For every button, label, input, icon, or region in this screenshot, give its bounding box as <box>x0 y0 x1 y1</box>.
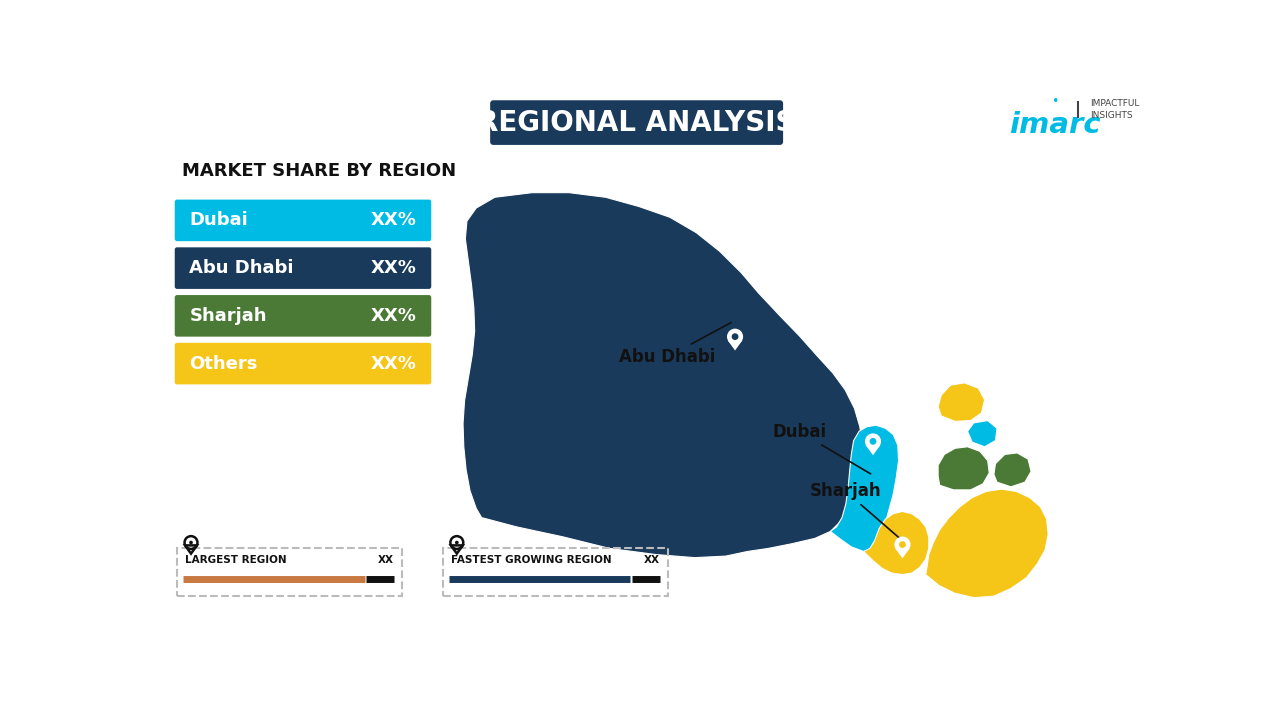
Polygon shape <box>993 453 1032 487</box>
Circle shape <box>899 541 906 548</box>
Polygon shape <box>895 548 910 559</box>
FancyBboxPatch shape <box>175 248 431 289</box>
Polygon shape <box>865 445 881 455</box>
Text: XX%: XX% <box>371 354 416 373</box>
Polygon shape <box>938 446 989 490</box>
Polygon shape <box>463 193 863 557</box>
Circle shape <box>454 541 458 544</box>
Circle shape <box>727 328 744 345</box>
Circle shape <box>189 541 193 544</box>
Text: Dubai: Dubai <box>772 423 870 474</box>
Text: Abu Dhabi: Abu Dhabi <box>618 323 731 366</box>
Text: imarc: imarc <box>1010 111 1101 139</box>
Text: MARKET SHARE BY REGION: MARKET SHARE BY REGION <box>182 162 456 180</box>
Text: IMPACTFUL
INSIGHTS: IMPACTFUL INSIGHTS <box>1091 99 1139 120</box>
Text: Abu Dhabi: Abu Dhabi <box>189 259 294 277</box>
Polygon shape <box>831 426 899 552</box>
Text: XX: XX <box>644 554 660 564</box>
FancyBboxPatch shape <box>490 100 783 145</box>
FancyBboxPatch shape <box>175 199 431 241</box>
FancyBboxPatch shape <box>175 343 431 384</box>
FancyBboxPatch shape <box>175 295 431 337</box>
Text: Sharjah: Sharjah <box>189 307 268 325</box>
Polygon shape <box>968 420 997 446</box>
Polygon shape <box>727 340 742 351</box>
Text: Dubai: Dubai <box>189 212 248 230</box>
Polygon shape <box>864 511 929 575</box>
Text: XX%: XX% <box>371 259 416 277</box>
Text: •: • <box>1051 95 1059 108</box>
Text: XX%: XX% <box>371 212 416 230</box>
Circle shape <box>869 438 877 445</box>
Text: REGIONAL ANALYSIS: REGIONAL ANALYSIS <box>477 109 796 137</box>
Text: XX: XX <box>378 554 394 564</box>
Circle shape <box>732 333 739 340</box>
Text: XX%: XX% <box>371 307 416 325</box>
Text: FASTEST GROWING REGION: FASTEST GROWING REGION <box>451 554 612 564</box>
Text: Sharjah: Sharjah <box>809 482 900 539</box>
Polygon shape <box>938 383 984 421</box>
Text: Others: Others <box>189 354 257 373</box>
Circle shape <box>865 433 881 449</box>
Circle shape <box>895 536 910 552</box>
Text: LARGEST REGION: LARGEST REGION <box>184 554 287 564</box>
Polygon shape <box>925 489 1048 598</box>
